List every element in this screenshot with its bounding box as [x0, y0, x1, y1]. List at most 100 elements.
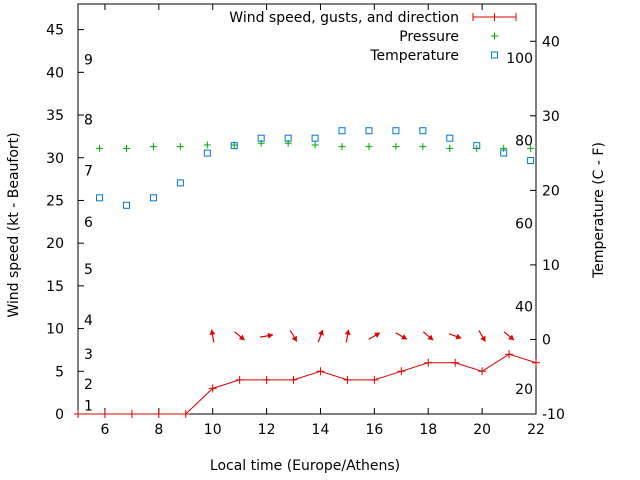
legend-label: Temperature [369, 48, 459, 64]
wind-point [397, 367, 406, 376]
wind-direction-arrowhead [401, 334, 407, 340]
y-axis-left: 0 5 10 15 20 25 30 35 40 45 [46, 23, 84, 423]
temperature-point [176, 179, 184, 187]
wind-point [532, 358, 540, 367]
y-left-tick-label: 35 [46, 108, 64, 124]
x-tick-label: 16 [365, 422, 383, 438]
pressure-point [527, 144, 535, 152]
wind-point [289, 375, 298, 384]
temperature-point [527, 157, 535, 165]
wind-direction-arrowhead [344, 329, 351, 336]
temperature-point [338, 127, 346, 135]
beaufort-label: 4 [84, 313, 93, 329]
temperature-point [230, 142, 238, 150]
wind-point [181, 410, 190, 418]
beaufort-label: 7 [84, 164, 93, 180]
y-axis-left-label: Wind speed (kt - Beaufort) [6, 132, 22, 317]
x-tick-label: 20 [473, 422, 491, 438]
temperature-point [257, 134, 265, 142]
x-tick-label: 14 [312, 422, 330, 438]
beaufort-label: 3 [84, 347, 93, 363]
temperature-point [392, 127, 400, 135]
temperature-point [311, 134, 319, 142]
wind-point [316, 367, 325, 376]
beaufort-label: 9 [84, 53, 93, 69]
fahrenheit-label: 60 [515, 216, 533, 232]
y-left-tick-label: 15 [46, 279, 64, 295]
beaufort-label: 8 [84, 112, 93, 128]
fahrenheit-scale: 20 40 60 80 100 [506, 51, 533, 398]
y-right-tick-label: -10 [542, 407, 565, 423]
beaufort-label: 6 [84, 215, 93, 231]
wind-direction-arrowhead [267, 332, 273, 339]
fahrenheit-label: 40 [515, 299, 533, 315]
wind-point [343, 375, 352, 384]
wind-point [208, 384, 217, 393]
legend-swatch-wind-ticks [472, 13, 517, 21]
wind-direction-arrowhead [209, 329, 216, 336]
temperature-point [473, 142, 481, 150]
wind-direction-arrowhead [238, 334, 245, 341]
temperature-point [500, 149, 508, 157]
y-right-tick-label: 30 [542, 109, 560, 125]
pressure-point [203, 141, 211, 149]
y-left-tick-label: 40 [46, 65, 64, 81]
pressure-point [176, 143, 184, 151]
wind-point [74, 410, 82, 418]
pressure-point [122, 144, 130, 152]
wind-point [370, 375, 379, 384]
y-left-tick-label: 25 [46, 193, 64, 209]
y-left-tick-label: 10 [46, 322, 64, 338]
temperature-point [419, 127, 427, 135]
wind-direction-arrowhead [318, 329, 324, 336]
y-right-tick-label: 20 [542, 183, 560, 199]
pressure-point [392, 143, 400, 151]
beaufort-label: 2 [84, 377, 93, 393]
temperature-point [203, 149, 211, 157]
wind-point [478, 367, 487, 376]
legend: Wind speed, gusts, and direction Pressure… [229, 10, 517, 64]
y-right-tick-label: 0 [542, 332, 551, 348]
x-axis-label: Local time (Europe/Athens) [210, 458, 400, 474]
temperature-point [446, 134, 454, 142]
wind-direction-arrowhead [480, 335, 486, 342]
x-tick-label: 8 [154, 422, 163, 438]
wind-point [505, 350, 514, 359]
plot-frame [77, 3, 537, 415]
wind-point [235, 375, 244, 384]
fahrenheit-label: 80 [515, 134, 533, 150]
temperature-point [149, 194, 157, 202]
pressure-point [311, 141, 319, 149]
wind-direction-arrowhead [427, 334, 434, 341]
wind-point [127, 410, 136, 418]
wind-point [262, 375, 271, 384]
legend-swatch-temperature [491, 51, 498, 59]
beaufort-label: 5 [84, 262, 93, 278]
pressure-point [446, 144, 454, 152]
beaufort-scale: 1 2 3 4 5 6 7 8 9 [84, 53, 93, 415]
y-left-tick-label: 0 [55, 407, 64, 423]
pressure-point [500, 144, 508, 152]
x-axis: 6 8 10 12 14 16 18 20 22 [100, 4, 545, 438]
pressure-point [96, 144, 104, 152]
y-axis-right-label: Temperature (C - F) [591, 142, 607, 279]
temperature-point [284, 134, 292, 142]
x-tick-label: 18 [419, 422, 437, 438]
x-tick-label: 10 [204, 422, 222, 438]
pressure-point [149, 143, 157, 151]
beaufort-label: 1 [84, 398, 93, 414]
temperature-point [122, 201, 130, 209]
wind-direction-arrowhead [291, 335, 297, 342]
pressure-point [338, 143, 346, 151]
wind-series [74, 329, 540, 418]
pressure-point [365, 143, 373, 151]
legend-label: Pressure [399, 29, 459, 45]
wind-point [154, 410, 163, 418]
fahrenheit-label: 100 [506, 51, 533, 67]
y-left-tick-label: 30 [46, 151, 64, 167]
wind-point [424, 358, 433, 367]
y-left-tick-label: 45 [46, 23, 64, 39]
y-right-tick-label: 40 [542, 34, 560, 50]
wind-direction-arrowhead [374, 332, 380, 338]
